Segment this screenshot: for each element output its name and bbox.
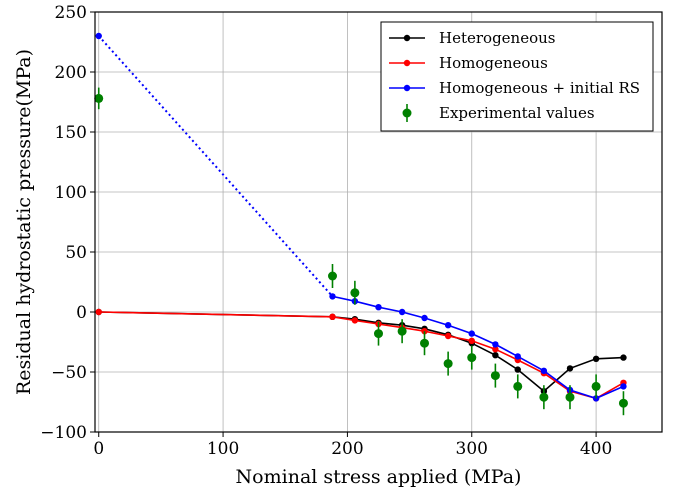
y-tick-label: 150: [55, 123, 87, 143]
data-point: [469, 338, 475, 344]
y-tick-label: 100: [55, 183, 87, 203]
legend-label: Experimental values: [439, 104, 595, 122]
data-point: [398, 327, 407, 336]
data-point: [328, 272, 337, 281]
data-point: [96, 33, 102, 39]
data-point: [539, 393, 548, 402]
legend-label: Homogeneous: [439, 54, 548, 72]
series-line: [99, 312, 624, 398]
series-experimental-values: [94, 88, 628, 416]
data-point: [492, 352, 498, 358]
data-point: [352, 317, 358, 323]
data-point: [592, 382, 601, 391]
data-point: [513, 382, 522, 391]
data-point: [96, 309, 102, 315]
data-point: [444, 359, 453, 368]
data-point: [329, 314, 335, 320]
data-point: [399, 309, 405, 315]
data-point: [567, 365, 573, 371]
legend-label: Heterogeneous: [439, 29, 555, 47]
x-tick-label: 200: [331, 439, 363, 459]
legend-swatch-marker: [404, 60, 410, 66]
data-point: [445, 322, 451, 328]
data-point: [565, 393, 574, 402]
series-line: [99, 312, 624, 391]
data-point: [515, 353, 521, 359]
data-point: [467, 353, 476, 362]
data-point: [620, 354, 626, 360]
data-point: [375, 304, 381, 310]
data-point: [515, 366, 521, 372]
legend-swatch-marker: [403, 109, 412, 118]
legend: Heterogeneous Homogeneous Homogeneous + in…: [381, 22, 653, 131]
x-tick-label: 0: [93, 439, 104, 459]
data-point: [492, 341, 498, 347]
data-point: [620, 383, 626, 389]
data-point: [469, 330, 475, 336]
data-point: [619, 399, 628, 408]
data-point: [445, 333, 451, 339]
legend-label: Homogeneous + initial RS: [439, 79, 640, 97]
y-tick-label: 0: [76, 303, 87, 323]
y-tick-label: 50: [65, 243, 87, 263]
data-point: [329, 293, 335, 299]
y-tick-label: 200: [55, 63, 87, 83]
y-tick-label: −50: [51, 363, 87, 383]
data-point: [491, 371, 500, 380]
y-tick-label: 250: [55, 3, 87, 23]
y-tick-label: −100: [40, 423, 87, 443]
legend-swatch-marker: [404, 35, 410, 41]
series-dotted-line: [99, 36, 333, 296]
x-axis-label: Nominal stress applied (MPa): [236, 466, 522, 488]
data-point: [350, 288, 359, 297]
data-point: [374, 329, 383, 338]
legend-swatch-marker: [404, 85, 410, 91]
x-tick-label: 400: [580, 439, 612, 459]
data-point: [593, 356, 599, 362]
x-tick-label: 300: [456, 439, 488, 459]
x-tick-label: 100: [207, 439, 239, 459]
data-point: [541, 368, 547, 374]
data-point: [421, 315, 427, 321]
y-axis-label: Residual hydrostatic pressure(MPa): [13, 49, 35, 395]
data-point: [420, 339, 429, 348]
